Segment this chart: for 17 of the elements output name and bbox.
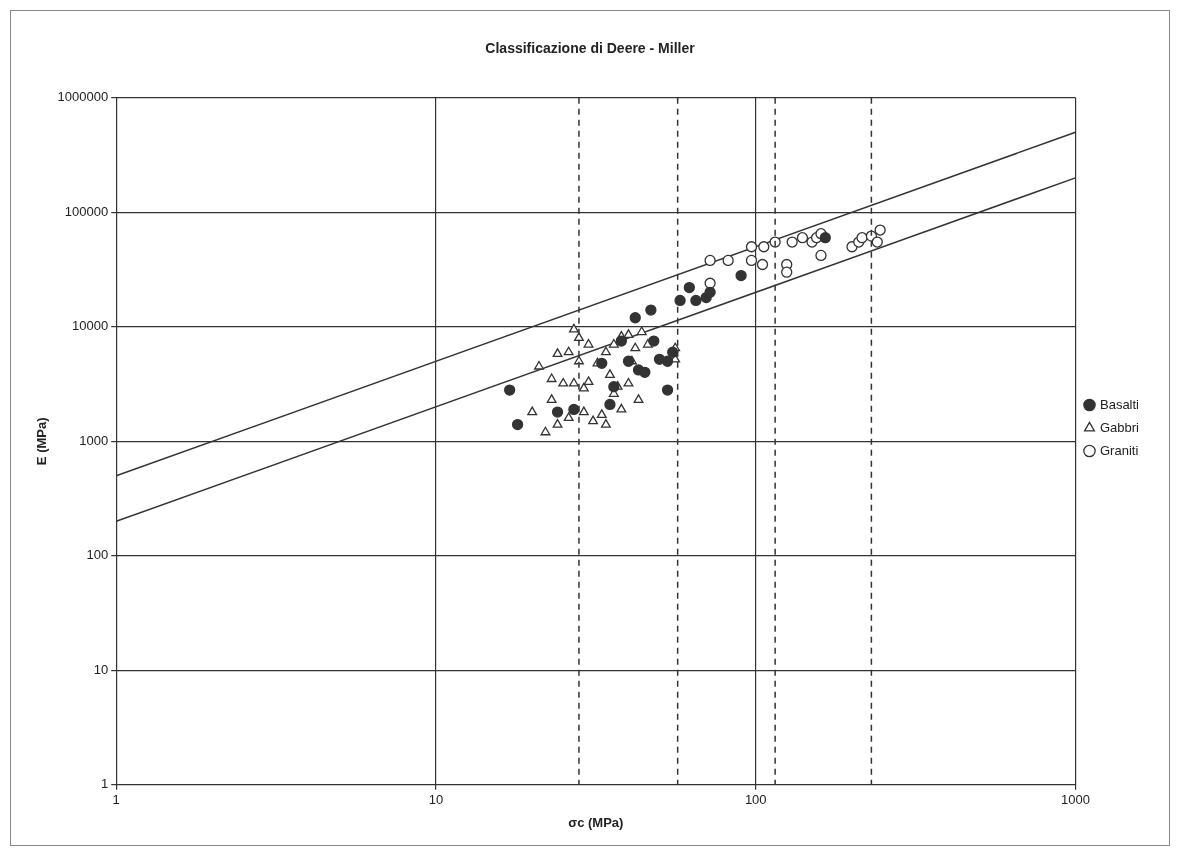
chart-title: Classificazione di Deere - Miller xyxy=(485,40,696,57)
x-tick-label: 1 xyxy=(112,792,120,808)
legend-label: Graniti xyxy=(1099,442,1139,458)
legend-label: Basalti xyxy=(1099,396,1140,412)
y-tick-label: 100000 xyxy=(64,203,109,219)
y-tick-label: 100 xyxy=(86,547,109,563)
y-tick-label: 10000 xyxy=(72,318,109,334)
y-tick-label: 1000000 xyxy=(57,89,109,105)
y-tick-label: 1 xyxy=(100,776,109,792)
y-tick-label: 1000 xyxy=(79,432,109,448)
legend-label: Gabbri xyxy=(1099,419,1140,435)
x-tick-label: 1000 xyxy=(1061,792,1090,808)
y-axis-title: E (MPa) xyxy=(34,417,50,466)
x-axis-title: σc (MPa) xyxy=(568,814,624,830)
x-tick-label: 100 xyxy=(744,792,767,808)
x-tick-label: 10 xyxy=(428,792,444,808)
y-tick-label: 10 xyxy=(93,661,109,677)
